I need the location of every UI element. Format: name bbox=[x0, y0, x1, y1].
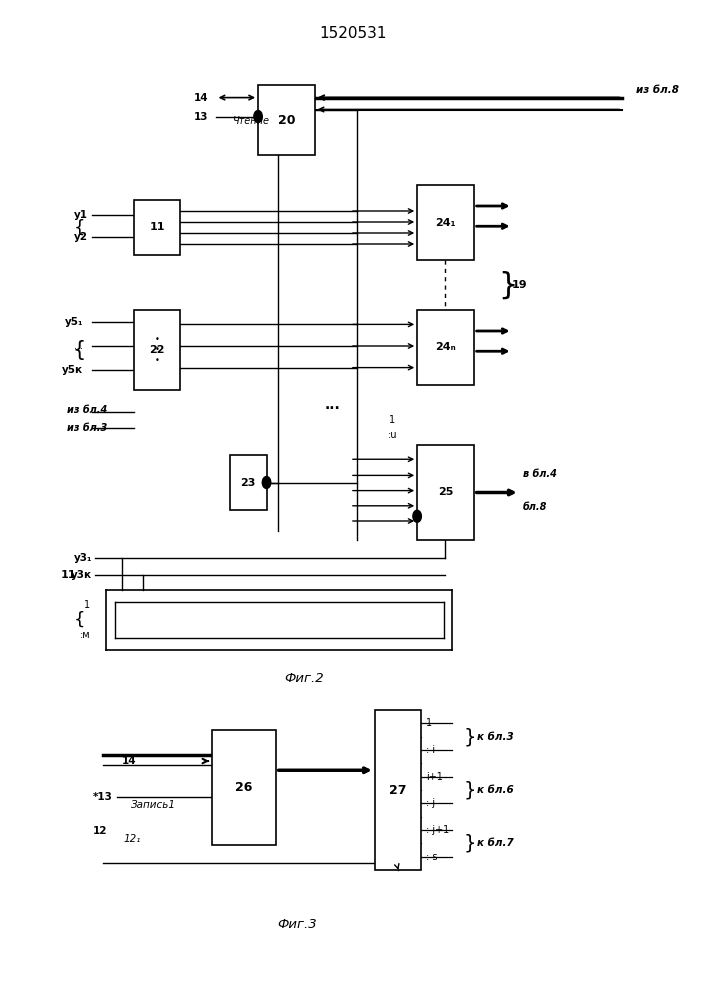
Text: {: { bbox=[74, 219, 85, 236]
Text: у5к: у5к bbox=[62, 365, 83, 375]
Text: у3₁: у3₁ bbox=[74, 553, 92, 563]
Text: 1: 1 bbox=[390, 415, 395, 425]
Bar bbox=[375, 710, 421, 870]
Circle shape bbox=[262, 477, 271, 488]
Text: 12₁: 12₁ bbox=[124, 834, 141, 844]
Bar bbox=[212, 730, 276, 845]
Text: 22: 22 bbox=[150, 345, 165, 355]
Bar bbox=[417, 310, 474, 385]
Bar bbox=[417, 185, 474, 260]
Circle shape bbox=[413, 510, 421, 522]
Bar bbox=[417, 445, 474, 540]
Text: 14: 14 bbox=[122, 756, 136, 766]
Text: у5₁: у5₁ bbox=[65, 317, 83, 327]
Circle shape bbox=[254, 110, 262, 122]
Text: 1520531: 1520531 bbox=[320, 25, 387, 40]
Text: Фиг.3: Фиг.3 bbox=[277, 918, 317, 932]
Text: }: } bbox=[498, 270, 518, 300]
Text: ...: ... bbox=[74, 341, 83, 351]
Bar bbox=[134, 310, 180, 390]
Text: 25: 25 bbox=[438, 488, 453, 497]
Text: : j+1: : j+1 bbox=[426, 825, 450, 835]
Text: 1: 1 bbox=[84, 600, 90, 610]
Text: :м: :м bbox=[80, 630, 90, 640]
Text: 24₁: 24₁ bbox=[436, 218, 455, 228]
Text: у2: у2 bbox=[74, 232, 88, 242]
Text: }: } bbox=[463, 834, 476, 853]
Text: i+1: i+1 bbox=[426, 772, 443, 782]
Text: : i: : i bbox=[426, 745, 436, 755]
Text: 13: 13 bbox=[194, 111, 209, 121]
Text: к бл.6: к бл.6 bbox=[477, 785, 514, 795]
Text: Чтение: Чтение bbox=[233, 116, 270, 126]
Text: 23: 23 bbox=[240, 478, 256, 488]
Text: из бл.4: из бл.4 bbox=[67, 405, 107, 415]
Text: ...: ... bbox=[325, 398, 340, 412]
Bar bbox=[134, 200, 180, 255]
Text: у3к: у3к bbox=[71, 570, 92, 580]
Text: 14: 14 bbox=[194, 93, 209, 103]
Text: {: { bbox=[73, 340, 86, 360]
Text: 20: 20 bbox=[278, 113, 295, 126]
Text: 11: 11 bbox=[61, 570, 76, 580]
Text: Запись1: Запись1 bbox=[131, 800, 176, 810]
Text: :u: :u bbox=[387, 430, 397, 440]
Text: *13: *13 bbox=[93, 792, 113, 802]
Text: в бл.4: в бл.4 bbox=[523, 469, 557, 479]
Text: : j: : j bbox=[426, 798, 436, 808]
Text: у1: у1 bbox=[74, 210, 88, 220]
Text: •
•
•: • • • bbox=[155, 335, 160, 365]
Text: 11: 11 bbox=[150, 223, 165, 232]
Text: бл.8: бл.8 bbox=[523, 502, 547, 512]
Text: 12: 12 bbox=[93, 826, 107, 836]
Text: {: { bbox=[74, 611, 85, 629]
Text: 19: 19 bbox=[512, 280, 527, 290]
Text: 24ₙ: 24ₙ bbox=[435, 342, 456, 353]
Text: из бл.8: из бл.8 bbox=[636, 85, 679, 95]
Text: 1: 1 bbox=[426, 718, 433, 728]
Text: Фиг.2: Фиг.2 bbox=[284, 672, 324, 685]
Text: }: } bbox=[463, 727, 476, 746]
Bar bbox=[230, 455, 267, 510]
Text: 27: 27 bbox=[389, 784, 407, 796]
Bar bbox=[258, 85, 315, 155]
Text: к бл.7: к бл.7 bbox=[477, 838, 514, 848]
Text: 26: 26 bbox=[235, 781, 252, 794]
Text: : s: : s bbox=[426, 852, 438, 862]
Text: к бл.3: к бл.3 bbox=[477, 732, 514, 742]
Text: }: } bbox=[463, 780, 476, 800]
Text: из бл.3: из бл.3 bbox=[67, 423, 107, 433]
